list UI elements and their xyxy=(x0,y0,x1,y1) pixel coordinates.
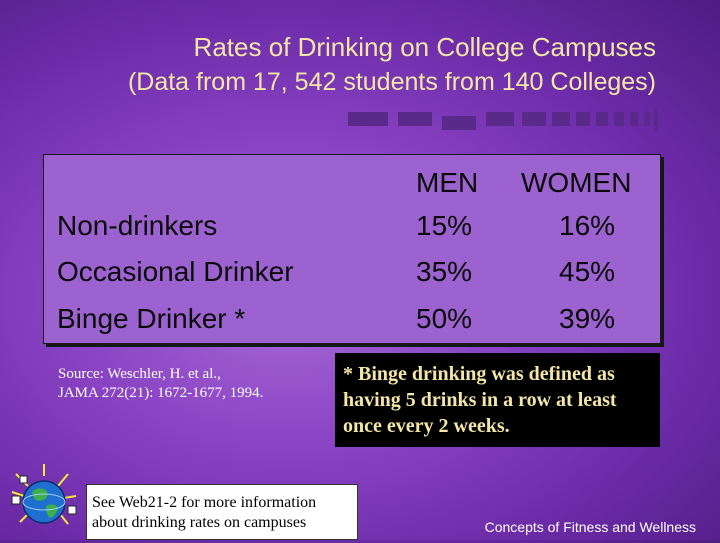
header-women: WOMEN xyxy=(521,167,632,198)
deco-bar xyxy=(442,116,476,130)
row-men-value: 35% xyxy=(416,256,473,287)
row-women-value: 39% xyxy=(559,303,616,334)
deco-bar xyxy=(630,112,638,126)
deco-bar xyxy=(644,112,650,126)
deco-bar xyxy=(614,112,624,126)
deco-bar xyxy=(486,112,514,126)
row-men-value: 50% xyxy=(416,303,473,334)
deco-bar xyxy=(596,112,608,126)
slide-title: Rates of Drinking on College Campuses xyxy=(193,32,656,62)
source-line: Source: Weschler, H. et al., xyxy=(58,366,221,382)
source-citation: Source: Weschler, H. et al., JAMA 272(21… xyxy=(58,365,318,403)
deco-bar xyxy=(522,112,546,126)
globe-logo-icon xyxy=(6,462,84,543)
deco-bar xyxy=(552,112,570,126)
see-more-line: about drinking rates on campuses xyxy=(92,514,307,531)
row-label: Non-drinkers xyxy=(57,210,218,241)
slide-subtitle: (Data from 17, 542 students from 140 Col… xyxy=(127,68,656,96)
row-label: Occasional Drinker xyxy=(57,256,294,287)
see-more-box: See Web21-2 for more information about d… xyxy=(86,484,358,540)
header-men: MEN xyxy=(416,167,479,198)
row-women-value: 16% xyxy=(559,210,616,241)
footer-text: Concepts of Fitness and Wellness xyxy=(484,519,696,535)
note-text: * Binge drinking was defined as having 5… xyxy=(343,363,617,437)
row-label: Binge Drinker * xyxy=(57,303,246,334)
source-line: JAMA 272(21): 1672-1677, 1994. xyxy=(58,385,264,401)
binge-definition-note: * Binge drinking was defined as having 5… xyxy=(335,353,660,447)
see-more-text: See Web21-2 for more information about d… xyxy=(92,493,316,533)
deco-bar xyxy=(654,110,658,130)
deco-bar xyxy=(398,112,432,126)
row-women-value: 45% xyxy=(559,256,616,287)
deco-bar xyxy=(576,112,590,126)
drinking-rates-table: MEN WOMEN Non-drinkers 15% 16% Occasiona… xyxy=(43,154,661,344)
deco-bar xyxy=(348,112,388,126)
see-more-line: See Web21-2 for more information xyxy=(92,494,317,511)
row-men-value: 15% xyxy=(416,210,473,241)
